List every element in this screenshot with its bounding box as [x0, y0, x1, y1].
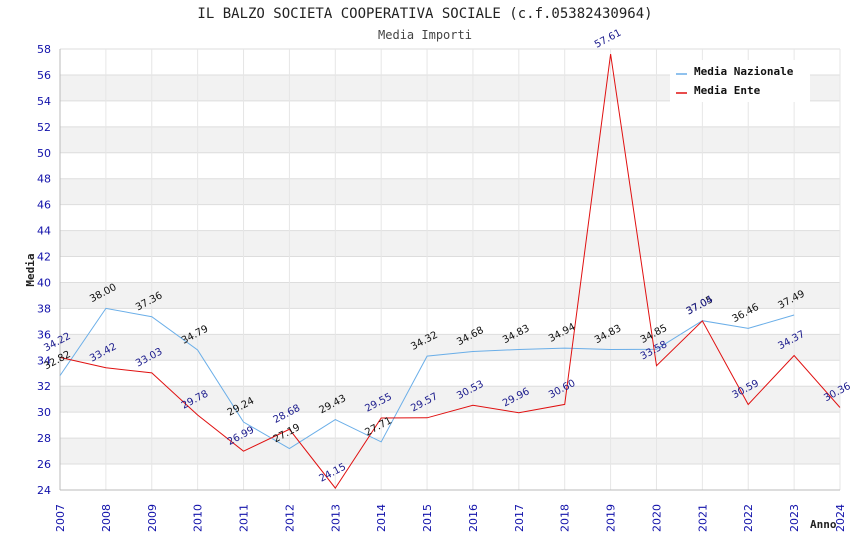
- y-tick-label: 30: [37, 406, 51, 419]
- grid-band: [60, 256, 840, 283]
- x-tick-label: 2013: [329, 504, 342, 532]
- grid-band: [60, 100, 840, 127]
- legend-box: [670, 60, 810, 102]
- x-tick-label: 2017: [513, 504, 526, 532]
- y-tick-label: 32: [37, 380, 51, 393]
- x-tick-label: 2010: [192, 504, 205, 532]
- y-tick-label: 24: [37, 484, 51, 497]
- x-tick-label: 2014: [375, 504, 388, 532]
- y-tick-label: 46: [37, 199, 51, 212]
- y-tick-label: 54: [37, 95, 51, 108]
- grid-band: [60, 308, 840, 335]
- x-tick-label: 2019: [605, 504, 618, 532]
- grid-band: [60, 464, 840, 490]
- grid-band: [60, 282, 840, 309]
- series-line-media-nazionale: [59, 307, 795, 450]
- y-tick-label: 28: [37, 432, 51, 445]
- chart-subtitle: Media Importi: [378, 28, 472, 42]
- y-tick-label: 26: [37, 458, 51, 471]
- x-tick-label: 2015: [421, 504, 434, 532]
- grid-band: [60, 386, 840, 413]
- series-line-media-ente: [59, 54, 841, 489]
- grid-band: [60, 178, 840, 205]
- y-tick-label: 42: [37, 251, 51, 264]
- y-tick-label: 50: [37, 147, 51, 160]
- y-axis-label: Media: [24, 253, 37, 286]
- grid-band: [60, 412, 840, 439]
- x-tick-label: 2016: [467, 504, 480, 532]
- x-tick-label: 2018: [559, 504, 572, 532]
- y-tick-label: 44: [37, 225, 51, 238]
- x-tick-label: 2007: [54, 504, 67, 532]
- grid-band: [60, 204, 840, 231]
- y-tick-label: 34: [37, 354, 51, 367]
- y-tick-label: 56: [37, 69, 51, 82]
- x-axis-label: Anno: [810, 518, 837, 531]
- x-tick-label: 2012: [283, 504, 296, 532]
- y-tick-label: 58: [37, 43, 51, 56]
- chart-title: IL BALZO SOCIETA COOPERATIVA SOCIALE (c.…: [197, 6, 653, 22]
- x-tick-label: 2009: [146, 504, 159, 532]
- legend-label-ente: Media Ente: [694, 84, 761, 97]
- grid-band: [60, 438, 840, 465]
- data-label-ente: 57.61: [593, 28, 623, 51]
- x-tick-label: 2024: [834, 504, 847, 532]
- y-tick-label: 36: [37, 328, 51, 341]
- x-tick-label: 2020: [650, 504, 663, 532]
- x-tick-label: 2008: [100, 504, 113, 532]
- x-tick-label: 2022: [742, 504, 755, 532]
- y-tick-label: 38: [37, 302, 51, 315]
- x-tick-label: 2023: [788, 504, 801, 532]
- grid-band: [60, 334, 840, 361]
- grid-band: [60, 152, 840, 179]
- y-tick-label: 40: [37, 276, 51, 289]
- grid-band: [60, 230, 840, 257]
- grid-band: [60, 126, 840, 153]
- y-tick-label: 52: [37, 121, 51, 134]
- y-tick-label: 48: [37, 173, 51, 186]
- legend-label-nazionale: Media Nazionale: [694, 65, 794, 78]
- x-tick-label: 2011: [238, 504, 251, 532]
- grid-band: [60, 360, 840, 387]
- x-tick-label: 2021: [696, 504, 709, 532]
